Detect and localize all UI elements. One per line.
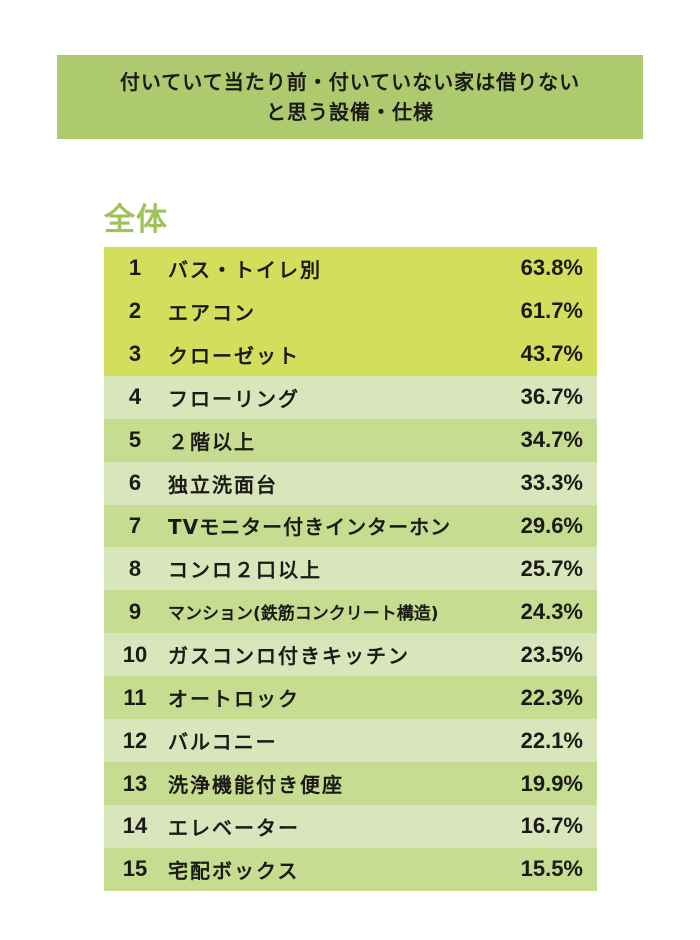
item-label: バルコニー <box>168 730 278 755</box>
percentage: 61.7% <box>520 298 583 324</box>
table-row: 14 エレベーター 16.7% <box>104 804 597 848</box>
table-row: 10 ガスコンロ付きキッチン 23.5% <box>104 633 597 677</box>
table-row: 15 宅配ボックス 15.5% <box>104 847 597 891</box>
table-row: 1 バス・トイレ別 63.8% <box>104 247 597 290</box>
table-row: 8 コンロ２口以上 25.7% <box>104 547 597 591</box>
table-row: 11 オートロック 22.3% <box>104 676 597 720</box>
rank: 15 <box>122 856 148 882</box>
percentage: 34.7% <box>520 427 583 453</box>
rank: 14 <box>122 813 148 839</box>
item-label: マンション(鉄筋コンクリート構造) <box>168 604 439 625</box>
rank: 5 <box>128 427 142 453</box>
table-row: 5 ２階以上 34.7% <box>104 418 597 462</box>
percentage: 16.7% <box>520 813 583 839</box>
item-label: 洗浄機能付き便座 <box>168 773 344 798</box>
item-label: フローリング <box>168 386 300 411</box>
rank: 11 <box>123 684 147 710</box>
rank: 8 <box>128 555 142 581</box>
percentage: 22.3% <box>520 684 583 710</box>
rank: 2 <box>128 298 142 324</box>
table-row: 6 独立洗面台 33.3% <box>104 461 597 505</box>
item-label: 独立洗面台 <box>168 472 278 497</box>
item-label: コンロ２口以上 <box>168 558 322 583</box>
rank: 4 <box>128 384 142 410</box>
title-banner: 付いていて当たり前・付いていない家は借りない と思う設備・仕様 <box>57 55 643 139</box>
table-row: 13 洗浄機能付き便座 19.9% <box>104 762 597 805</box>
table-row: 3 クローゼット 43.7% <box>104 332 597 376</box>
percentage: 43.7% <box>520 341 583 367</box>
table-row: 7 TVモニター付きインターホン 29.6% <box>104 504 597 548</box>
percentage: 19.9% <box>520 770 583 796</box>
table-row: 4 フローリング 36.7% <box>104 375 597 419</box>
rank: 7 <box>128 512 142 538</box>
item-label: エアコン <box>168 300 256 325</box>
table-row: 12 バルコニー 22.1% <box>104 719 597 763</box>
item-label: クローゼット <box>168 343 300 368</box>
ranking-table: 1 バス・トイレ別 63.8% 2 エアコン 61.7% 3 クローゼット 43.7% 4 フ… <box>104 247 597 891</box>
item-label: バス・トイレ別 <box>168 257 322 282</box>
percentage: 33.3% <box>520 470 583 496</box>
table-row: 2 エアコン 61.7% <box>104 289 597 333</box>
rank: 3 <box>128 341 142 367</box>
rank: 6 <box>128 470 142 496</box>
title-line-1: 付いていて当たり前・付いていない家は借りない <box>119 70 581 94</box>
percentage: 15.5% <box>520 856 583 882</box>
percentage: 36.7% <box>520 384 583 410</box>
item-label: 宅配ボックス <box>168 858 300 883</box>
item-label: オートロック <box>168 687 300 712</box>
percentage: 24.3% <box>520 598 583 624</box>
item-label: エレベーター <box>168 815 300 840</box>
rank: 12 <box>122 727 148 753</box>
rank: 10 <box>122 641 148 667</box>
percentage: 25.7% <box>520 555 583 581</box>
table-row: 9 マンション(鉄筋コンクリート構造) 24.3% <box>104 590 597 634</box>
percentage: 22.1% <box>520 727 583 753</box>
title-line-2: と思う設備・仕様 <box>266 100 434 124</box>
rank: 9 <box>128 598 142 624</box>
percentage: 63.8% <box>520 255 583 281</box>
section-title: 全体 <box>104 202 168 238</box>
item-label: ガスコンロ付きキッチン <box>168 644 410 669</box>
percentage: 29.6% <box>520 512 583 538</box>
item-label: ２階以上 <box>168 429 256 454</box>
percentage: 23.5% <box>520 641 583 667</box>
rank: 13 <box>122 770 148 796</box>
item-label: TVモニター付きインターホン <box>168 515 452 540</box>
rank: 1 <box>128 255 142 281</box>
